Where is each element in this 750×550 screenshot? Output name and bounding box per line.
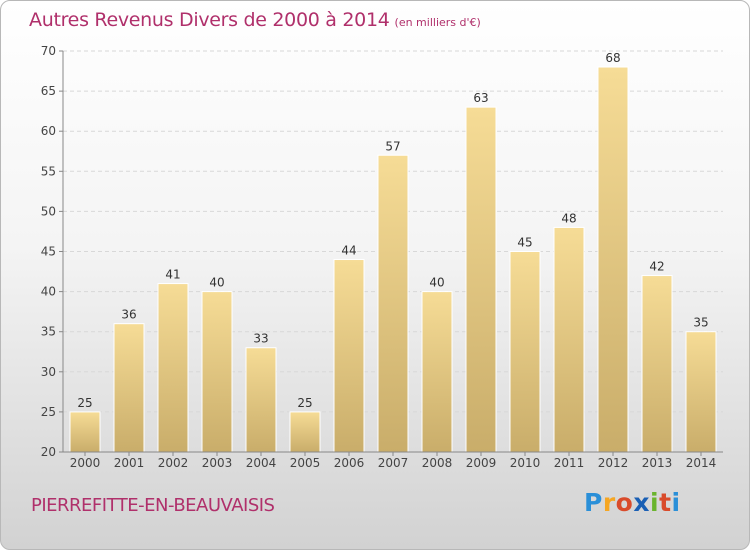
bar	[289, 411, 321, 453]
x-tick-label: 2006	[334, 456, 365, 470]
bar-value-label: 35	[693, 316, 708, 330]
y-tick-label: 20	[41, 445, 56, 459]
y-tick-label: 25	[41, 405, 56, 419]
bar-value-label: 36	[121, 308, 136, 322]
bar-value-label: 40	[429, 276, 444, 290]
bar	[333, 259, 365, 453]
x-tick-label: 2004	[246, 456, 277, 470]
bar	[69, 411, 101, 453]
logo-letter: x	[633, 488, 650, 517]
x-tick-label: 2003	[202, 456, 233, 470]
bar-value-label: 40	[209, 276, 224, 290]
x-tick-label: 2008	[422, 456, 453, 470]
chart-unit-text: (en milliers d'€)	[394, 16, 481, 29]
bar-value-label: 41	[165, 268, 180, 282]
bar	[113, 323, 145, 453]
bar-value-label: 25	[77, 396, 92, 410]
axes: 20 25 30 35 40 45 50 55 60 65 70 2000 2001 2002 2003 20…	[41, 44, 723, 470]
logo-letter: t	[659, 488, 672, 517]
commune-name: PIERREFITTE-EN-BEAUVAISIS	[31, 495, 275, 516]
bar	[245, 347, 277, 453]
y-tick-label: 40	[41, 285, 56, 299]
x-tick-label: 2001	[114, 456, 145, 470]
y-tick-label: 55	[41, 164, 56, 178]
bar-value-label: 57	[385, 139, 400, 153]
bar	[553, 226, 585, 453]
bar-value-label: 42	[649, 260, 664, 274]
y-tick-label: 50	[41, 204, 56, 218]
chart-title: Autres Revenus Divers de 2000 à 2014 (en …	[29, 9, 481, 31]
proxiti-logo: Proxiti	[584, 488, 681, 517]
bar	[685, 331, 717, 453]
bar	[421, 291, 453, 453]
x-tick-label: 2010	[510, 456, 541, 470]
bar	[201, 291, 233, 453]
bar	[597, 66, 629, 453]
y-tick-label: 30	[41, 365, 56, 379]
bar	[157, 283, 189, 453]
y-tick-label: 65	[41, 84, 56, 98]
bar-value-label: 48	[561, 211, 576, 225]
y-tick-label: 35	[41, 325, 56, 339]
x-tick-label: 2009	[466, 456, 497, 470]
y-tick-label: 60	[41, 124, 56, 138]
bar	[509, 251, 541, 453]
x-tick-label: 2013	[642, 456, 673, 470]
x-tick-label: 2000	[70, 456, 101, 470]
logo-letter: o	[615, 488, 634, 517]
x-tick-label: 2005	[290, 456, 321, 470]
x-tick-label: 2011	[554, 456, 585, 470]
bars	[69, 66, 717, 453]
x-tick-label: 2002	[158, 456, 189, 470]
bar-value-label: 63	[473, 91, 488, 105]
x-tick-label: 2007	[378, 456, 409, 470]
bar	[641, 275, 673, 453]
logo-letter: P	[584, 488, 603, 517]
value-labels: 25 36 41 40 33 25 44 57 40 63 45 48 68 42 35	[77, 51, 708, 410]
bar	[377, 154, 409, 453]
bar-value-label: 45	[517, 236, 532, 250]
y-tick-label: 70	[41, 44, 56, 58]
logo-letter: r	[602, 488, 616, 517]
logo-letter: i	[671, 488, 681, 517]
logo-letter: i	[650, 488, 660, 517]
x-tick-label: 2012	[598, 456, 629, 470]
bar-value-label: 33	[253, 332, 268, 346]
bar	[465, 106, 497, 453]
x-tick-label: 2014	[686, 456, 717, 470]
chart-title-text: Autres Revenus Divers de 2000 à 2014	[29, 9, 390, 31]
bar-value-label: 25	[297, 396, 312, 410]
y-tick-label: 45	[41, 245, 56, 259]
bar-value-label: 68	[605, 51, 620, 65]
bar-value-label: 44	[341, 244, 356, 258]
